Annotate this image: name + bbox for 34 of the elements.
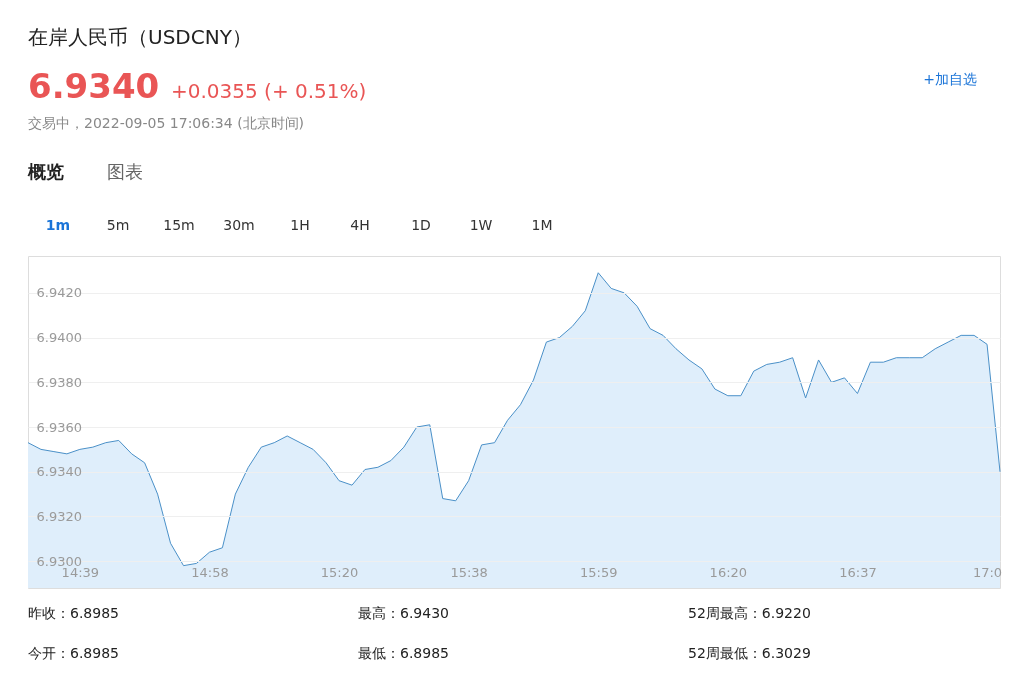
y-tick-label: 6.9360 bbox=[36, 419, 82, 435]
x-tick-label: 15:59 bbox=[580, 564, 618, 580]
y-tick-label: 6.9380 bbox=[36, 374, 82, 390]
text: 今开：6.8985 bbox=[28, 645, 119, 661]
text: 52周最高：6.9220 bbox=[688, 605, 811, 621]
text: 52周最低：6.3029 bbox=[688, 645, 811, 661]
text: +0.0355 (+ 0.51%) bbox=[171, 79, 367, 103]
text: 最低：6.8985 bbox=[358, 645, 449, 661]
x-tick-label: 15:20 bbox=[320, 564, 359, 580]
text: +加自选 bbox=[923, 71, 977, 87]
x-tick-label: 15:38 bbox=[450, 564, 488, 580]
chart-subtitle: 交易中，2022-09-05 17:06:34 (北京时间) bbox=[28, 115, 305, 131]
y-tick-label: 6.9400 bbox=[36, 330, 82, 346]
text: 15m bbox=[163, 217, 195, 233]
x-tick-label: 16:37 bbox=[839, 564, 877, 580]
text: 1W bbox=[469, 217, 493, 233]
y-tick-label: 6.9420 bbox=[36, 285, 82, 301]
text: 图表 bbox=[107, 161, 143, 182]
text: 1H bbox=[290, 217, 310, 233]
y-tick-label: 6.9320 bbox=[36, 508, 82, 524]
x-tick-label: 17:0 bbox=[972, 564, 1003, 580]
chart-title: 在岸人民币（USDCNY） bbox=[28, 25, 252, 49]
x-tick-label: 16:20 bbox=[709, 564, 748, 580]
text: 1M bbox=[531, 217, 553, 233]
text: 昨收：6.8985 bbox=[28, 605, 119, 621]
text: 5m bbox=[106, 217, 130, 233]
text: 1D bbox=[411, 217, 431, 233]
x-tick-label: 14:58 bbox=[191, 564, 229, 580]
text: 30m bbox=[223, 217, 255, 233]
text: 概览 bbox=[27, 161, 64, 182]
y-tick-label: 6.9340 bbox=[36, 464, 82, 480]
text: 4H bbox=[350, 217, 370, 233]
text: 最高：6.9430 bbox=[358, 605, 449, 621]
text: 1m bbox=[45, 217, 71, 233]
